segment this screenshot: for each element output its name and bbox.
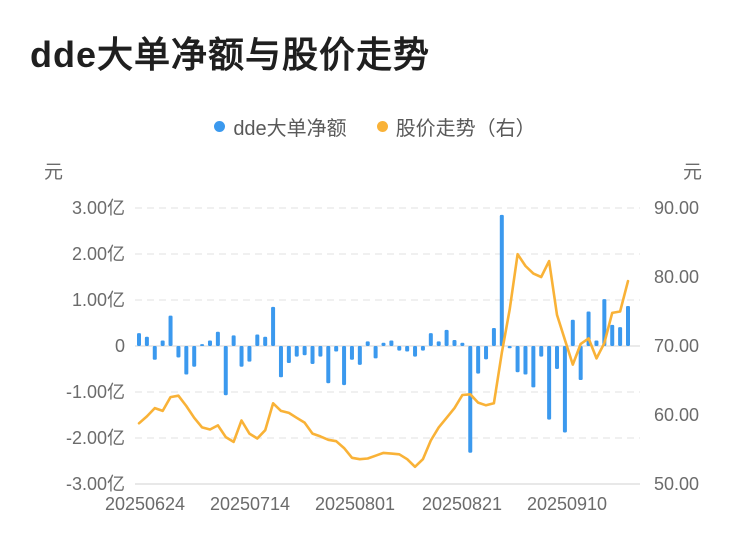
dde-bar: [570, 319, 575, 346]
left-tick-neg1y: -1.00亿: [65, 382, 125, 402]
dde-bar: [397, 346, 402, 351]
dde-bar: [302, 346, 307, 356]
dde-bar: [278, 346, 283, 378]
dde-bar: [334, 346, 339, 352]
x-tick-20250821: 20250821: [421, 494, 503, 514]
dde-bar: [389, 340, 394, 346]
legend: dde大单净额 股价走势（右）: [0, 112, 750, 141]
dde-bar: [271, 306, 276, 346]
dde-bar: [294, 346, 299, 357]
dde-bar: [263, 336, 268, 346]
dde-bar: [484, 346, 489, 360]
dde-bar: [618, 327, 623, 346]
x-tick-20250714: 20250714: [209, 494, 291, 514]
page-title: dde大单净额与股价走势: [30, 34, 431, 75]
right-tick-70: 70.00: [654, 336, 700, 356]
legend-label-dde: dde大单净额: [233, 118, 347, 140]
left-tick-neg3y: -3.00亿: [65, 474, 125, 494]
dde-bar: [160, 340, 165, 346]
right-tick-90: 90.00: [654, 198, 700, 218]
dde-bar: [318, 346, 323, 357]
left-tick-2y: 2.00亿: [71, 244, 125, 264]
dde-bar: [452, 340, 457, 346]
dde-bar: [594, 340, 599, 346]
legend-item-dde[interactable]: dde大单净额: [214, 112, 347, 141]
dde-bar: [468, 346, 473, 453]
legend-label-price: 股价走势（右）: [395, 118, 536, 140]
dde-bar: [547, 346, 552, 420]
legend-orange-dot-icon: [376, 121, 388, 132]
dde-bar: [176, 346, 181, 358]
price-line: [137, 252, 630, 469]
dde-bar: [610, 324, 615, 346]
dde-bar: [499, 214, 504, 346]
dde-bar: [531, 346, 536, 388]
right-tick-60: 60.00: [654, 405, 700, 425]
dde-bar: [231, 335, 236, 346]
dde-bar: [326, 346, 331, 384]
dde-bar: [255, 334, 260, 346]
dde-bar: [144, 336, 149, 346]
dde-bar: [436, 341, 441, 346]
dde-bar: [515, 346, 520, 373]
dde-bar: [152, 346, 157, 360]
dde-bar: [223, 346, 228, 396]
dde-bar: [184, 346, 189, 375]
dde-bar: [381, 342, 386, 346]
legend-blue-dot-icon: [214, 121, 226, 132]
left-tick-neg2y: -2.00亿: [65, 428, 125, 448]
dde-bar: [200, 344, 205, 346]
dde-bar: [626, 305, 630, 346]
dde-bar: [460, 342, 465, 346]
dde-bar: [192, 346, 197, 367]
dde-bar: [247, 346, 252, 362]
dde-bar: [444, 329, 449, 346]
dde-bar: [405, 346, 410, 352]
dde-bar: [420, 346, 425, 351]
left-tick-3y: 3.00亿: [71, 198, 125, 218]
dde-bar: [562, 346, 567, 433]
dde-bar: [168, 315, 173, 346]
dde-bar: [373, 346, 378, 359]
x-tick-20250910: 20250910: [526, 494, 608, 514]
dde-bar: [239, 346, 244, 367]
dde-bar: [286, 346, 291, 364]
dde-bar: [357, 346, 362, 365]
dde-bar: [365, 341, 370, 346]
dde-bar: [207, 340, 212, 346]
dde-bar: [215, 331, 220, 346]
x-tick-20250624: 20250624: [104, 494, 186, 514]
left-tick-0: 0: [114, 336, 125, 356]
dde-bar: [310, 346, 315, 364]
dde-bar: [555, 346, 560, 369]
dde-bar: [137, 333, 141, 346]
right-tick-50: 50.00: [654, 474, 700, 494]
dde-bar: [413, 346, 418, 357]
legend-item-price[interactable]: 股价走势（右）: [376, 112, 536, 141]
dde-bar: [507, 346, 512, 349]
dde-bar: [476, 346, 481, 374]
left-tick-1y: 1.00亿: [71, 290, 125, 310]
dde-bar: [523, 346, 528, 375]
dde-bar: [349, 346, 354, 360]
dde-bar: [491, 328, 496, 346]
dde-bar: [342, 346, 347, 386]
dde-bar: [539, 346, 544, 357]
left-axis-unit: 元: [44, 162, 64, 183]
dde-bar: [428, 333, 433, 346]
dde-bar: [578, 346, 583, 381]
x-tick-20250801: 20250801: [314, 494, 396, 514]
right-tick-80: 80.00: [654, 267, 700, 287]
dde-bar: [586, 311, 591, 346]
right-axis-unit: 元: [683, 162, 703, 183]
